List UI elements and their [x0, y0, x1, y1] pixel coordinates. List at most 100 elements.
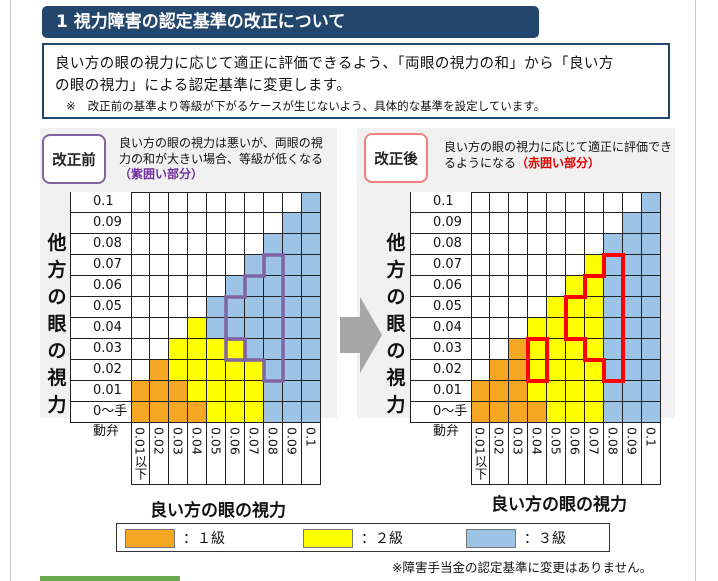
grade-cell: [471, 297, 490, 318]
grade-cell: [509, 192, 528, 213]
grade-cell: [302, 234, 321, 255]
grade-cell: [490, 234, 509, 255]
grade-cell: [642, 381, 661, 402]
grade-cell: [585, 234, 604, 255]
grade-cell: [490, 318, 509, 339]
grade-cell: [188, 318, 207, 339]
grade-cell: [188, 360, 207, 381]
grade-cell: [509, 381, 528, 402]
note-mark: ※: [66, 99, 76, 113]
grade-cell: [566, 360, 585, 381]
grade-cell: [566, 213, 585, 234]
grade-cell: [471, 318, 490, 339]
grade-cell: [302, 192, 321, 213]
row-label: 0.01: [410, 381, 471, 402]
grade-cell: [302, 255, 321, 276]
column-label-text: 0.04: [529, 427, 545, 455]
grade-cell: [169, 381, 188, 402]
column-label-text: 0.07: [246, 427, 262, 455]
column-label: 0.01以下: [471, 423, 490, 485]
grade-cell: [490, 402, 509, 423]
grade-cell: [604, 381, 623, 402]
before-description: 良い方の眼の視力は悪いが、両眼の視力の和が大きい場合、等級が低くなる（紫囲い部分…: [119, 136, 329, 183]
grade-cell: [490, 276, 509, 297]
column-label: 0.06: [226, 423, 245, 485]
grade-cell: [245, 234, 264, 255]
grade-cell: [226, 213, 245, 234]
column-label: 0.01以下: [131, 423, 150, 485]
column-label: 0.02: [490, 423, 509, 485]
column-label: 0.1: [642, 423, 661, 485]
grade-cell: [188, 234, 207, 255]
grade-cell: [471, 402, 490, 423]
bottom-accent-bar: [40, 576, 180, 581]
grade-cell: [283, 318, 302, 339]
highlight-region: [224, 337, 247, 362]
grade-cell: [623, 297, 642, 318]
grade-cell: [188, 402, 207, 423]
grade-cell: [188, 276, 207, 297]
vertical-axis-char: 他: [47, 232, 67, 254]
legend-swatch-grade3: [466, 528, 516, 548]
grade-cell: [585, 213, 604, 234]
column-label: 0.07: [245, 423, 264, 485]
grade-cell: [490, 297, 509, 318]
grade-cell: [302, 213, 321, 234]
row-label: 0.08: [70, 234, 131, 255]
grid-frame: [471, 192, 661, 485]
grade-cell: [188, 192, 207, 213]
grade-cell: [547, 276, 566, 297]
grade-legend: ：１級 ：２級 ：３級: [116, 523, 610, 552]
grade-cell: [642, 234, 661, 255]
grade-cell: [509, 255, 528, 276]
grade-cell: [566, 297, 585, 318]
vertical-axis-char: の: [47, 340, 67, 362]
grade-cell: [169, 276, 188, 297]
grade-cell: [302, 339, 321, 360]
legend-item-grade2: ：２級: [303, 528, 403, 548]
row-label: 0.07: [70, 255, 131, 276]
grade-cell: [150, 255, 169, 276]
after-desc-text: 良い方の眼の視力に応じて適正に評価できるようになる: [444, 140, 673, 170]
vertical-axis-char: 方: [386, 259, 406, 281]
highlight-region: [224, 253, 285, 383]
grade-cell: [188, 255, 207, 276]
after-desc-highlight: （赤囲い部分）: [516, 155, 601, 170]
grade-cell: [150, 234, 169, 255]
page-right-rule: [695, 0, 696, 581]
column-label-text: 0.03: [170, 427, 186, 455]
vertical-axis-char: 視: [386, 367, 406, 389]
grade-cell: [585, 381, 604, 402]
grade-cell: [623, 213, 642, 234]
grade-cell: [623, 192, 642, 213]
grade-cell: [226, 255, 245, 276]
grade-cell: [245, 318, 264, 339]
vertical-axis-char: 他: [386, 232, 406, 254]
column-label: 0.04: [528, 423, 547, 485]
grade-cell: [623, 276, 642, 297]
grade-cell: [169, 339, 188, 360]
grade-cell: [150, 402, 169, 423]
grade-cell: [283, 381, 302, 402]
grade-cell: [302, 318, 321, 339]
grade-cell: [169, 402, 188, 423]
grade-cell: [642, 213, 661, 234]
note-text: 改正前の基準より等級が下がるケースが生じないよう、具体的な基準を設定しています。: [87, 99, 546, 113]
vertical-axis-char: の: [386, 340, 406, 362]
before-vertical-axis-title: 他方の眼の視力: [46, 230, 68, 419]
grade-cell: [528, 381, 547, 402]
grade-cell: [642, 255, 661, 276]
grade-cell: [131, 381, 150, 402]
before-badge: 改正前: [42, 134, 106, 184]
column-label-text: 0.1: [303, 427, 319, 447]
grade-cell: [566, 381, 585, 402]
row-label: 0.08: [410, 234, 471, 255]
column-label: 0.05: [207, 423, 226, 485]
column-label: 0.09: [283, 423, 302, 485]
grade-cell: [169, 297, 188, 318]
grade-cell: [188, 381, 207, 402]
grade-cell: [150, 213, 169, 234]
grade-cell: [604, 213, 623, 234]
grade-cell: [547, 339, 566, 360]
grade-cell: [207, 213, 226, 234]
